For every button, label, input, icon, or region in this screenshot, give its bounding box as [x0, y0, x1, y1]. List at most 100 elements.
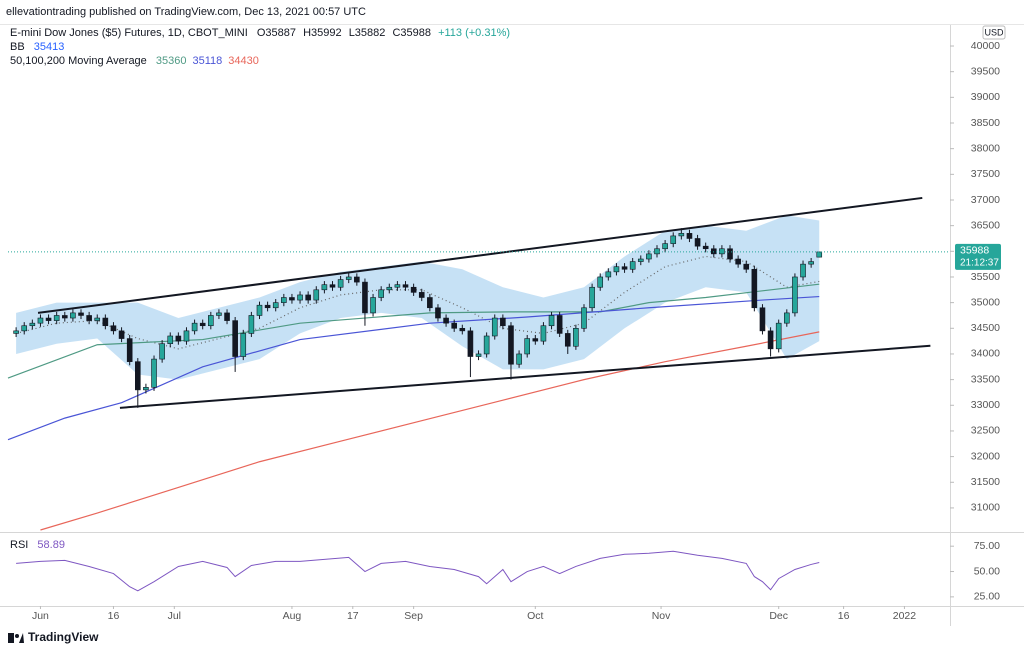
rsi-pane	[16, 550, 820, 592]
candle-body	[443, 317, 449, 324]
candle-body	[370, 297, 376, 314]
candle-body	[483, 335, 490, 355]
candle-body	[402, 284, 409, 288]
candle-body	[167, 335, 174, 344]
candle-body	[613, 266, 620, 273]
y-tick-label: 35000	[971, 296, 1000, 308]
candle-body	[102, 317, 109, 327]
trendline	[37, 196, 923, 314]
candle-body	[191, 322, 198, 332]
x-tick-label: Nov	[652, 610, 671, 622]
candle-body	[605, 271, 612, 278]
candle-body	[378, 289, 384, 298]
logo-mark	[8, 633, 14, 643]
legend-rsi: RSI 58.89	[10, 539, 65, 551]
candle-body	[702, 245, 709, 250]
candle-body	[216, 312, 222, 316]
candle-body	[13, 330, 19, 334]
candle-body	[662, 243, 668, 250]
candle-body	[53, 315, 60, 321]
ma-name: 50,100,200 Moving Average	[10, 55, 147, 67]
candle-body	[321, 284, 328, 291]
candle-body	[646, 253, 652, 260]
candle-body	[126, 338, 133, 362]
y-tick-label: 37000	[971, 194, 1000, 206]
rsi-tick-label: 50.00	[974, 565, 1000, 577]
y-tick-label: 38500	[971, 117, 1000, 129]
y-tick-label: 39500	[971, 65, 1000, 77]
candle-body	[175, 335, 182, 342]
candle-body	[759, 307, 766, 332]
candle-body	[459, 327, 466, 332]
candle-body	[410, 286, 417, 293]
ohlc-low: L35882	[349, 27, 386, 39]
candle-body	[816, 251, 823, 258]
legend-bb: BB 35413	[10, 41, 64, 53]
candle-body	[800, 263, 806, 278]
logo-mark	[19, 633, 24, 643]
candle-body	[451, 322, 457, 329]
candle-body	[183, 330, 190, 342]
candle-body	[516, 353, 522, 365]
candle-body	[110, 325, 117, 332]
x-tick-label: Jun	[32, 610, 49, 622]
currency-box	[982, 25, 1006, 40]
candle-body	[629, 261, 636, 270]
candle-body	[37, 317, 44, 324]
candle-body	[491, 317, 498, 337]
candle-body	[345, 276, 352, 280]
candle-body	[151, 358, 157, 388]
y-tick-label: 37500	[971, 168, 1000, 180]
candle-body	[548, 315, 555, 327]
candle-body	[94, 317, 101, 321]
candle-body	[329, 284, 336, 288]
candle-body	[775, 322, 782, 350]
rsi-value: 58.89	[37, 539, 65, 551]
y-tick-label: 31000	[971, 502, 1000, 514]
candle-body	[297, 294, 303, 301]
y-tick-label: 34500	[971, 322, 1000, 334]
y-tick-label: 40000	[971, 40, 1000, 52]
candle-body	[743, 263, 750, 270]
symbol-title: E-mini Dow Jones ($5) Futures, 1D, CBOT_…	[10, 27, 248, 39]
candle-body	[224, 312, 230, 321]
y-tick-label: 39000	[971, 91, 1000, 103]
candle-body	[386, 286, 393, 291]
candle-body	[159, 343, 165, 360]
y-tick-label: 38000	[971, 142, 1000, 154]
ma-value: 34430	[228, 55, 259, 67]
candle-body	[686, 233, 693, 239]
x-tick-label: 2022	[893, 610, 917, 622]
candle-body	[500, 317, 506, 327]
moving-average	[7, 295, 820, 441]
candle-body	[337, 279, 344, 288]
candle-body	[29, 322, 36, 327]
candle-body	[313, 289, 320, 301]
currency: USD	[984, 27, 1004, 37]
x-tick-label: Oct	[527, 610, 543, 622]
y-tick-label: 35500	[971, 271, 1000, 283]
candle-body	[727, 248, 733, 260]
candle-body	[532, 338, 539, 342]
logo-mark	[15, 634, 19, 638]
candle-body	[427, 297, 433, 309]
candle-body	[735, 258, 741, 265]
candle-body	[808, 261, 814, 265]
y-tick-label: 32000	[971, 450, 1000, 462]
candle-body	[475, 353, 482, 357]
candle-body	[240, 333, 247, 357]
candle-body	[573, 327, 579, 347]
candle-body	[694, 238, 701, 247]
x-tick-label: Sep	[404, 610, 423, 622]
y-tick-label: 32500	[971, 425, 1000, 437]
candle-body	[354, 276, 360, 283]
candle-body	[784, 312, 790, 324]
candle-body	[435, 307, 441, 319]
ohlc-close: C35988	[392, 27, 431, 39]
y-tick-label: 31500	[971, 476, 1000, 488]
y-tick-label: 34000	[971, 348, 1000, 360]
candle-body	[21, 325, 28, 332]
candle-body	[394, 284, 401, 288]
candle-body	[272, 302, 279, 309]
